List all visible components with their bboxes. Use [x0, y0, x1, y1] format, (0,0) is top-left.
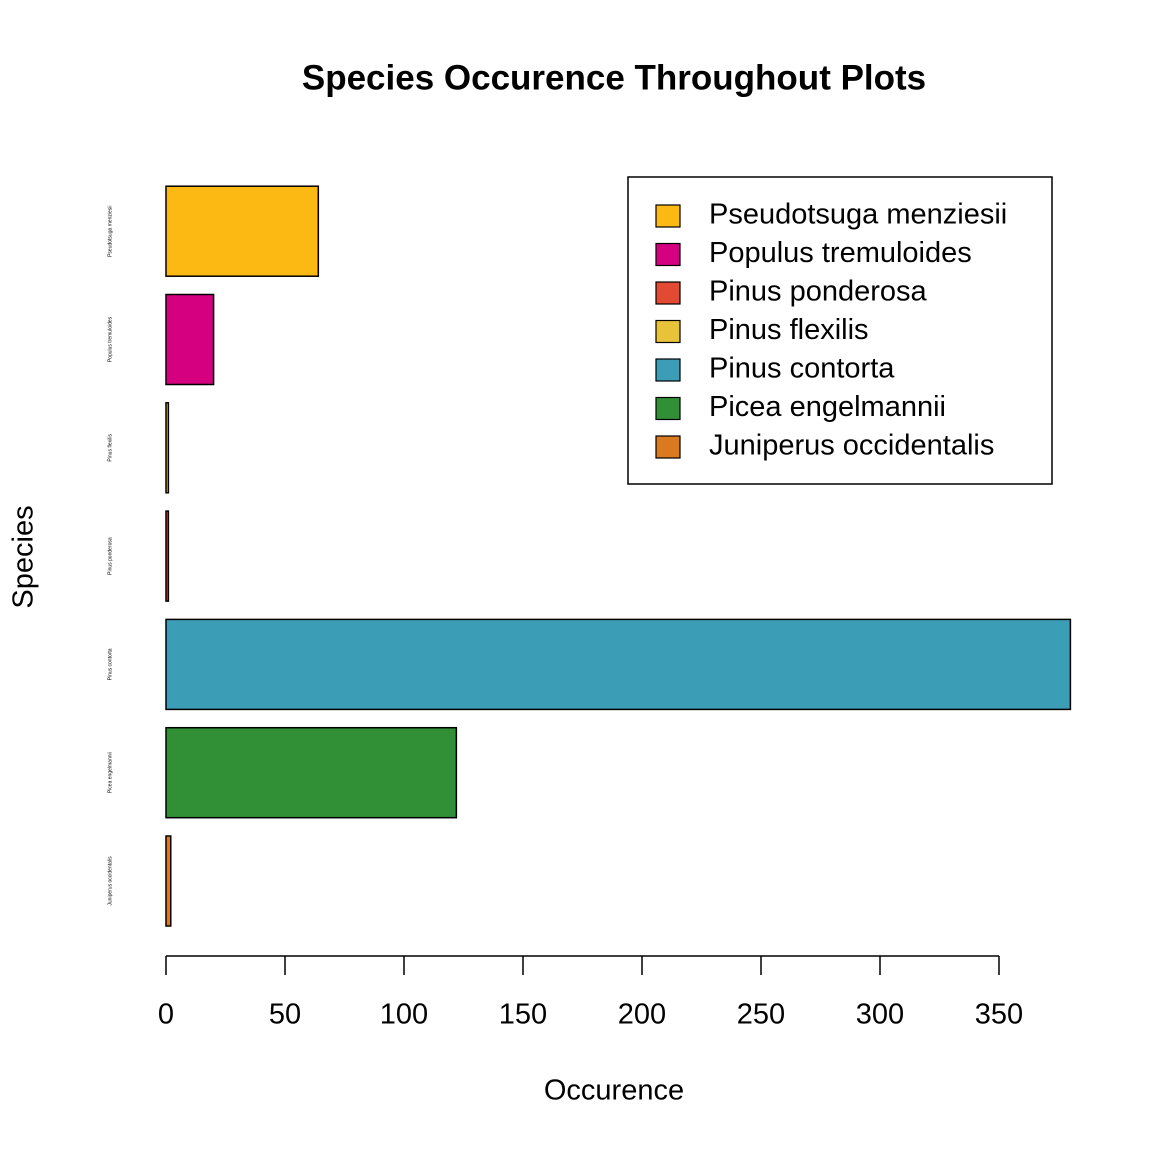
legend-swatch [655, 204, 681, 228]
x-tick-label: 150 [499, 999, 547, 1031]
y-tick-label: Populus tremuloides [107, 316, 113, 362]
bar [165, 293, 215, 386]
chart-title: Species Occurence Throughout Plots [302, 58, 926, 97]
x-tick-label: 50 [269, 999, 301, 1031]
y-tick-label: Picea engelmannii [107, 752, 113, 793]
y-tick-label: Pinus ponderosa [107, 537, 113, 575]
legend-label: Pseudotsuga menziesii [709, 199, 1007, 231]
x-tick-label: 200 [618, 999, 666, 1031]
bar [165, 402, 170, 494]
legend-label: Pinus ponderosa [709, 276, 928, 308]
x-tick-label: 250 [737, 999, 785, 1031]
bar [165, 835, 172, 927]
bar [165, 185, 320, 277]
x-tick-label: 0 [158, 999, 174, 1031]
legend-swatch [655, 358, 681, 382]
legend-swatch [655, 242, 681, 267]
bar [165, 618, 1072, 711]
y-tick-label: Juniperus occidentalis [107, 856, 113, 906]
legend-swatch [655, 396, 681, 421]
legend-swatch [655, 319, 681, 344]
y-tick-label: Pinus flexilis [107, 434, 113, 462]
x-tick-label: 350 [975, 999, 1023, 1031]
x-tick-label: 300 [856, 999, 904, 1031]
legend-label: Populus tremuloides [709, 237, 972, 269]
x-tick-label: 100 [380, 999, 428, 1031]
x-axis-label: Occurence [544, 1075, 684, 1107]
legend-label: Juniperus occidentalis [709, 430, 994, 462]
legend-label: Pinus flexilis [709, 314, 869, 346]
y-axis-label: Species [8, 505, 40, 608]
y-tick-label: Pinus contorta [107, 648, 113, 680]
bar [165, 510, 170, 602]
bar [165, 726, 458, 819]
legend-swatch [655, 435, 681, 459]
legend-label: Picea engelmannii [709, 391, 946, 423]
legend-box [627, 176, 1053, 485]
legend-swatch [655, 281, 681, 305]
legend-label: Pinus contorta [709, 353, 895, 385]
y-tick-label: Pseudotsuga menziesii [107, 205, 113, 256]
